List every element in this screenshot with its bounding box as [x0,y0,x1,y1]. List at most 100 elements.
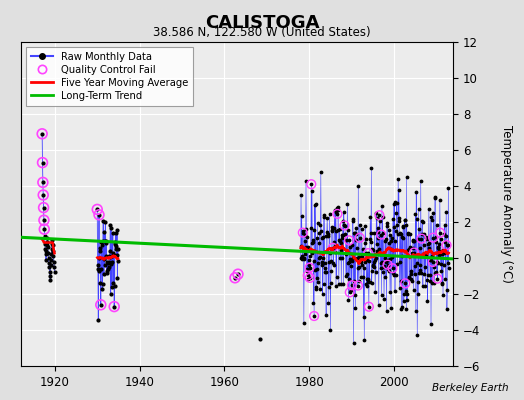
Point [438,251,446,258]
Point [433,258,441,265]
Point [95,212,103,218]
Point [50,264,58,270]
Point [341,251,350,258]
Point [328,224,336,230]
Point [400,291,408,298]
Point [102,240,110,246]
Point [318,258,326,265]
Point [339,218,347,224]
Point [348,282,356,288]
Point [316,168,325,175]
Point [384,256,392,263]
Point [398,234,406,240]
Point [348,282,356,288]
Point [369,247,377,254]
Point [409,238,418,244]
Point [343,200,352,207]
Point [421,283,430,290]
Point [427,321,435,328]
Point [396,285,404,292]
Point [308,188,316,194]
Point [351,291,359,298]
Point [401,280,409,286]
Point [341,231,350,237]
Point [367,239,375,245]
Point [41,251,50,258]
Point [108,253,117,259]
Point [311,202,319,209]
Point [436,236,445,242]
Point [333,211,342,217]
Point [45,264,53,270]
Point [400,297,408,304]
Point [417,178,425,184]
Point [362,281,370,287]
Point [337,232,346,238]
Point [353,254,362,261]
Point [374,235,383,242]
Point [417,270,425,276]
Point [110,303,118,310]
Point [364,276,373,282]
Point [106,291,115,297]
Point [413,279,422,285]
Point [308,250,316,256]
Point [389,270,397,277]
Point [105,253,114,259]
Point [103,268,112,275]
Point [422,236,431,242]
Point [93,262,102,268]
Point [307,224,315,231]
Point [43,244,52,250]
Point [323,229,331,235]
Point [105,264,113,270]
Point [39,192,47,198]
Point [407,268,416,274]
Point [379,230,388,236]
Text: Berkeley Earth: Berkeley Earth [432,383,508,393]
Point [42,248,51,254]
Point [389,216,397,222]
Point [369,262,378,268]
Point [368,268,376,274]
Point [321,269,329,275]
Point [331,243,340,249]
Point [407,249,416,256]
Point [346,244,354,250]
Point [301,244,310,250]
Point [40,217,48,223]
Point [105,253,114,260]
Point [103,270,111,276]
Point [394,230,402,237]
Point [94,266,102,272]
Point [358,253,366,259]
Point [402,222,410,228]
Point [336,254,344,261]
Point [310,313,318,319]
Point [364,250,373,256]
Point [436,230,444,236]
Point [435,197,444,204]
Point [348,257,356,264]
Point [423,276,431,283]
Point [114,246,122,252]
Point [111,238,119,245]
Point [339,232,347,238]
Point [408,278,416,284]
Point [43,238,51,245]
Point [342,236,351,243]
Point [38,130,46,137]
Point [101,218,110,225]
Point [414,206,423,212]
Point [391,238,399,244]
Point [359,265,368,272]
Point [330,262,338,268]
Point [98,285,106,292]
Point [361,239,369,246]
Point [439,247,447,253]
Point [46,273,54,279]
Point [400,217,409,224]
Point [341,222,349,229]
Point [102,238,111,244]
Point [362,250,370,256]
